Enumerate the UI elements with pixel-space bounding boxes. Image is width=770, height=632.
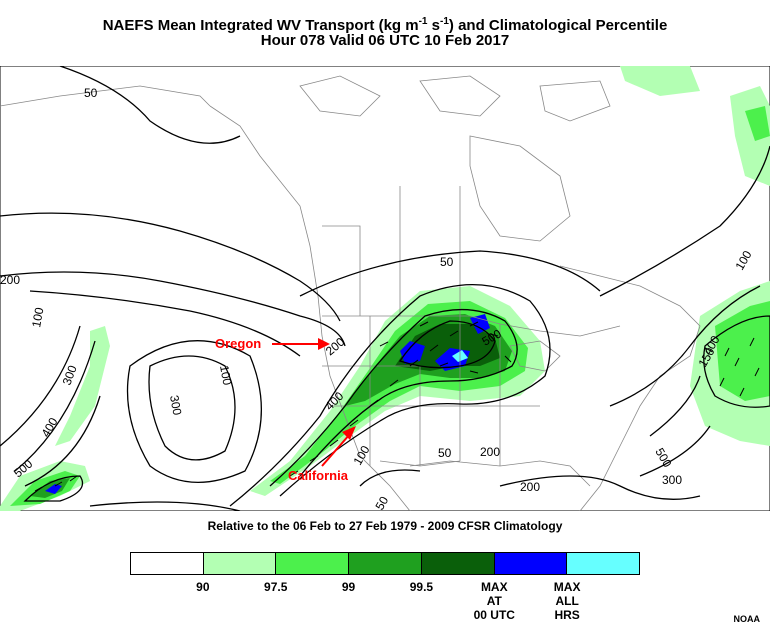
contour-100-ring: [126, 340, 262, 484]
legend-label: 97.5: [264, 580, 288, 594]
contour-label: 300: [167, 394, 184, 416]
legend-label: MAX AT 00 UTC: [473, 580, 515, 622]
contour-300-pacific: [29, 290, 301, 357]
legend-swatch: [494, 553, 568, 574]
contour-200-south: [89, 501, 241, 511]
contour-sw-400: [14, 340, 96, 472]
contour-label: 200: [520, 480, 540, 494]
ivt-map: 50 100 200 300 400 500 50 100 200 300 40…: [0, 66, 770, 511]
mexico-border: [379, 460, 461, 467]
west-plume: [55, 326, 110, 446]
transport-vectors: [34, 321, 760, 492]
map-valid-time: Hour 078 Valid 06 UTC 10 Feb 2017: [260, 32, 510, 49]
contour-ar-outer: [229, 283, 551, 507]
ar-swath-maxall: [400, 341, 425, 364]
greenland-strip2: [745, 106, 770, 141]
arctic-islands2: [419, 75, 501, 117]
annotations: Oregon California: [215, 336, 356, 483]
atlantic-99: [715, 301, 770, 401]
coastline-alaska: [0, 85, 211, 107]
ivt-contours: [0, 66, 770, 511]
gulf-coast: [409, 460, 591, 487]
atlantic-top: [620, 66, 700, 96]
contour-label: 100: [217, 364, 234, 386]
contour-100-east: [599, 145, 770, 297]
contour-100-pacific: [0, 212, 341, 322]
legend-label: 99.5: [409, 580, 434, 594]
contour-atlantic-ring: [703, 315, 770, 408]
contour-200-east: [609, 285, 761, 407]
contour-50-gyre: [148, 355, 236, 461]
legend-swatch: [131, 553, 204, 574]
oregon-label: Oregon: [215, 336, 261, 351]
contour-300-east: [639, 425, 711, 477]
california-arrow: [321, 433, 351, 467]
oregon-arrowhead: [318, 338, 330, 350]
contour-200-se: [499, 475, 701, 500]
percentile-legend: [130, 552, 640, 575]
great-lakes: [509, 340, 561, 372]
contour-50-nw: [59, 66, 241, 144]
arctic-islands3: [539, 80, 611, 122]
contour-200-pacific: [0, 271, 346, 347]
contour-sw-500: [24, 395, 101, 487]
legend-label: 90: [196, 580, 210, 594]
contour-500-east: [649, 375, 701, 437]
contour-label: 50: [438, 446, 452, 460]
contour-label: 200: [0, 273, 20, 287]
climatology-note: Relative to the 06 Feb to 27 Feb 1979 - …: [207, 519, 563, 533]
contour-50-canada: [299, 250, 601, 297]
hudson-bay: [469, 135, 571, 242]
contour-100-south: [359, 469, 421, 487]
contour-label: 300: [662, 473, 682, 487]
sw-plume-max: [45, 484, 62, 494]
province-line1: [322, 225, 361, 316]
arctic-islands: [299, 75, 381, 117]
contour-ar-core: [398, 320, 496, 369]
ar-swath-maxall3: [470, 314, 490, 334]
contour-label: 300: [60, 363, 80, 387]
contour-label: 50: [440, 255, 454, 269]
ar-swath-max00: [395, 324, 500, 371]
legend-swatch: [203, 553, 277, 574]
contour-label: 100: [29, 306, 46, 328]
coastline-west: [209, 105, 411, 511]
california-label: California: [288, 468, 349, 483]
legend-swatch: [276, 553, 350, 574]
credit-text: NOAA: [733, 614, 761, 624]
legend-swatch: [421, 553, 495, 574]
map-title: NAEFS Mean Integrated WV Transport (kg m…: [102, 16, 668, 34]
legend-swatch: [567, 553, 640, 574]
contour-sw-300: [0, 325, 81, 447]
legend-label: 99: [341, 580, 356, 594]
contour-ar-inner: [269, 308, 518, 487]
contour-label: 200: [480, 445, 500, 459]
legend-swatch: [349, 553, 422, 574]
california-arrowhead: [342, 426, 356, 440]
contour-label: 50: [84, 86, 98, 100]
legend-label: MAX ALL HRS: [553, 580, 581, 622]
